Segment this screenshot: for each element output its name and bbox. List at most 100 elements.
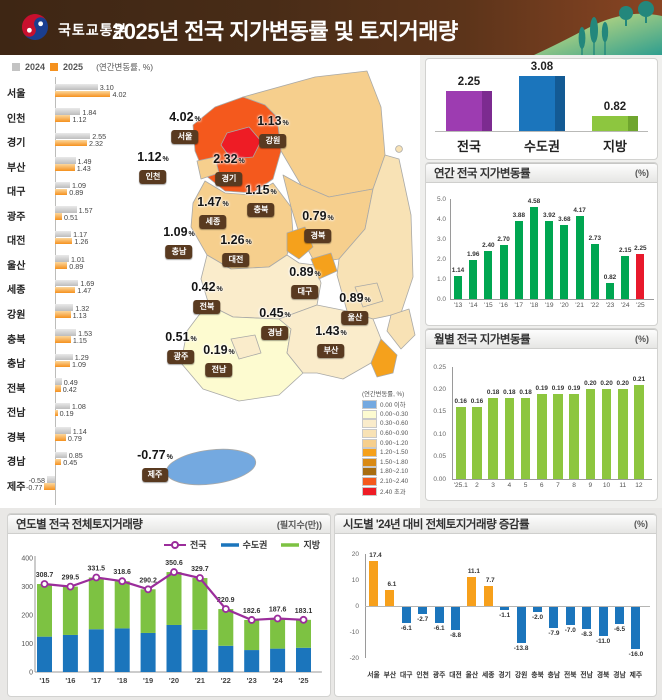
map-legend-item: 0.30~0.60	[362, 419, 420, 429]
x-category-label: '13	[453, 302, 463, 309]
line-marker-icon	[40, 580, 49, 588]
region-name-label: 강원	[7, 309, 26, 321]
x-category-label: '23	[247, 676, 257, 685]
line-marker-icon	[92, 573, 101, 582]
legend-swatch-icon	[362, 400, 377, 410]
x-category-label: '20	[169, 676, 179, 685]
left-chart-row: 대전 1.17 1.26	[5, 228, 119, 251]
legend-2024-label: 2024	[25, 62, 46, 72]
bar-local-'20	[166, 572, 182, 625]
bar-2024	[55, 255, 69, 262]
x-category-label: '19	[544, 302, 554, 309]
bar-value-label: 0.82	[603, 273, 617, 281]
bar-전북	[565, 607, 575, 626]
map-value-label: 0.45%	[259, 306, 291, 320]
bar-value-label: -6.1	[433, 624, 445, 632]
y-tick-label: 100	[21, 641, 33, 648]
map-region-gyeongbuk	[336, 154, 414, 320]
y-tick-label: 1.0	[436, 275, 446, 283]
bar-capital-'24	[270, 648, 286, 672]
bar-local-'16	[62, 586, 78, 635]
bar-local-'15	[37, 584, 52, 637]
bar-value-label: 1.69	[80, 279, 95, 289]
region-name-label: 전남	[7, 408, 26, 420]
bar-value-label: -1.1	[499, 611, 511, 619]
bar-8	[569, 393, 579, 479]
x-category-label: 5	[523, 482, 528, 489]
x-category-label: 광주	[432, 672, 446, 679]
bar-2024	[55, 353, 73, 361]
x-category-label: '19	[143, 676, 153, 685]
bar-value-label: 1.15	[72, 335, 87, 345]
summary-bar-수도권	[519, 76, 565, 131]
bar-capital-'19	[140, 632, 156, 672]
left-chart-row: 대구 1.09 0.89	[5, 179, 119, 202]
x-category-label: 경기	[498, 672, 511, 679]
x-category-label: 강원	[514, 672, 528, 679]
legend-item-label: 0.00 이하	[380, 402, 406, 410]
legend-total-item: 전국	[164, 538, 207, 551]
annual-panel-title: 연간 전국 지가변동률	[434, 168, 531, 180]
monthly-panel-unit: (%)	[635, 334, 649, 344]
total-value-label: 290.2	[139, 577, 157, 584]
legend-capital-label: 수도권	[242, 540, 268, 550]
bar-value-label: 11.1	[467, 568, 480, 576]
bar-7	[553, 393, 563, 479]
blue-line-icon	[220, 542, 239, 547]
bar-local-'19	[140, 589, 156, 633]
x-category-label: 10	[602, 482, 611, 489]
x-category-label: '15	[39, 676, 49, 685]
bar-value-label: 0.89	[69, 188, 84, 198]
left-chart-row: 광주 1.57 0.51	[5, 204, 119, 227]
legend-local-label: 지방	[303, 540, 320, 550]
y-tick-label: 4.0	[436, 215, 446, 223]
y-tick-label: 5.0	[436, 195, 446, 203]
legend-local-item: 지방	[281, 538, 320, 551]
x-category-label: '25.1	[453, 482, 468, 489]
bar-'19	[545, 220, 554, 299]
y-tick-label: 0.00	[433, 475, 446, 483]
map-value-label: 0.89%	[339, 291, 371, 305]
map-value-label: 1.43%	[315, 324, 347, 338]
map-region-pill: 전남	[205, 362, 233, 377]
left-chart-row: 충북 1.53 1.15	[5, 327, 119, 350]
map-region-daegu	[354, 282, 384, 308]
y-tick-label: -10	[349, 628, 359, 636]
bar-제주	[631, 607, 641, 649]
percent-sign: %	[314, 271, 321, 278]
bar-2025	[55, 237, 73, 245]
monthly-panel-header: 월별 전국 지가변동률 (%)	[426, 329, 657, 349]
region-name-label: 대구	[7, 187, 26, 199]
x-category-label: '16	[499, 302, 508, 309]
x-category-label: 8	[572, 482, 576, 489]
bar-value-label: 0.51	[64, 212, 79, 222]
legend-swatch-icon	[362, 477, 377, 487]
map-region-gwangju	[230, 334, 262, 360]
map-region-pill: 제주	[141, 467, 169, 482]
annual-bar-chart: 5.0 4.0 3.0 2.0 1.0 0.0 1.14 '13 1.96 '14 2.40 '15 2…	[428, 185, 654, 323]
map-legend-item: 0.00 이하	[362, 400, 420, 410]
bar-2024	[55, 83, 98, 90]
total-value-label: 187.6	[269, 607, 287, 614]
y-tick-label: 0.05	[433, 453, 446, 461]
bar-local-'17	[88, 577, 104, 630]
x-category-label: '18	[117, 676, 127, 685]
bar-value-label: 2.55	[92, 132, 107, 142]
bar-2025	[55, 115, 71, 122]
map-value-label: 4.02%	[169, 110, 201, 124]
bar-2024	[55, 402, 70, 410]
map-value-label: 1.12%	[137, 150, 169, 164]
bar-value-label: 0.49	[63, 377, 78, 387]
map-island-ulleungdo	[395, 145, 403, 153]
monthly-bar-chart: 0.25 0.20 0.15 0.10 0.05 0.00 0.16 '25.1 0.16 2 0.…	[428, 351, 654, 498]
map-label-jeonnam: 0.19% 전남	[203, 344, 235, 377]
y-tick-label: 0.15	[433, 408, 446, 416]
summary-value-label: 0.82	[603, 101, 627, 114]
bar-local-'24	[270, 618, 286, 649]
bar-2025	[55, 262, 68, 269]
y-tick-label: 400	[21, 556, 33, 563]
x-category-label: '18	[529, 302, 539, 309]
map-value-label: -0.77%	[137, 448, 173, 462]
left-chart-row: 충남 1.29 1.09	[5, 351, 119, 374]
bar-value-label: 0.21	[632, 375, 646, 383]
